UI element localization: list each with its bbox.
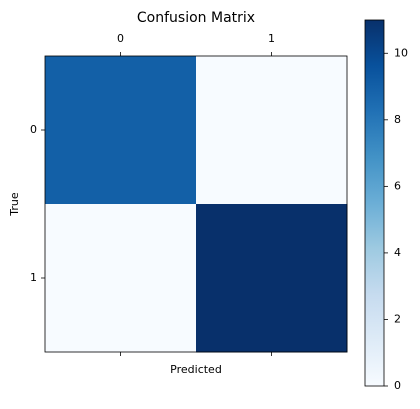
x-tick-label: 1	[268, 32, 275, 45]
colorbar	[364, 19, 385, 387]
colorbar-tick-label: 8	[394, 113, 401, 126]
x-tick-label: 0	[117, 32, 124, 45]
colorbar-tick-label: 6	[394, 179, 401, 192]
chart-title: Confusion Matrix	[137, 10, 255, 26]
colorbar-tick-label: 10	[394, 46, 408, 59]
colorbar-tick-label: 4	[394, 246, 401, 259]
y-axis-label: True	[8, 192, 21, 217]
colorbar-tick-label: 0	[394, 379, 401, 392]
y-tick-label: 0	[30, 123, 37, 136]
plot-frame	[44, 55, 348, 353]
x-axis-label: Predicted	[170, 363, 222, 376]
cell	[196, 204, 348, 353]
y-tick-label: 1	[30, 271, 37, 284]
cell	[45, 204, 197, 353]
cell	[196, 56, 348, 205]
cell	[45, 56, 197, 205]
colorbar-tick-label: 2	[394, 312, 401, 325]
